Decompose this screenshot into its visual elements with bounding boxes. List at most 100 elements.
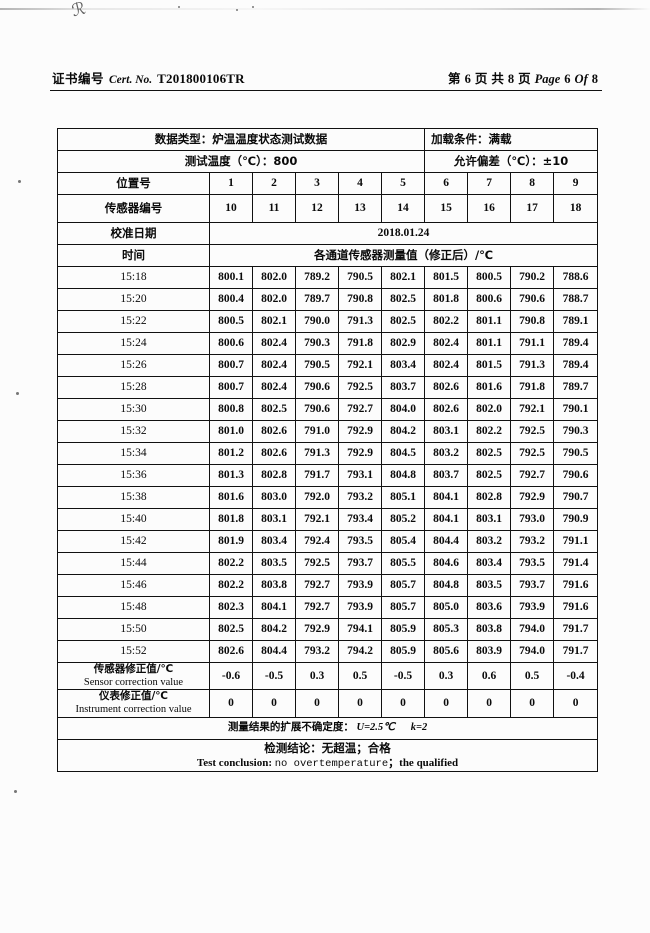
sensor-correction-label-en: Sensor correction value <box>83 677 184 689</box>
furnace-temperature-table: 数据类型：炉温温度状态测试数据 加载条件：满载 测试温度（℃）：800 允许偏差… <box>56 128 599 773</box>
measurement-value-cell: 803.1 <box>467 508 512 531</box>
table-row-data-type: 数据类型：炉温温度状态测试数据 加载条件：满载 <box>56 128 599 151</box>
measurement-value-cell: 802.5 <box>380 288 426 311</box>
sensor-label-cell: 传感器编号 <box>57 194 210 223</box>
scan-speck <box>252 6 254 8</box>
measurement-value-cell: 791.6 <box>553 574 599 597</box>
page-cn-page2: 页 <box>518 72 531 86</box>
measurement-value-cell: 792.7 <box>295 574 339 597</box>
instrument-correction-value-cell: 0 <box>424 689 469 718</box>
sensor-id-cell: 15 <box>424 194 469 223</box>
measurement-value-cell: 790.8 <box>510 310 555 333</box>
certificate-number-block: 证书编号 Cert. No. T201800106TR <box>52 68 245 87</box>
position-cell: 5 <box>380 172 426 195</box>
measurement-value-cell: 792.1 <box>295 508 339 531</box>
measurement-value-cell: 800.6 <box>209 332 253 355</box>
conclusion-text-en: Test conclusion: no overtemperature；the … <box>58 756 597 772</box>
instrument-correction-label-cn: 仪表修正值/℃ <box>98 690 169 703</box>
measurement-value-cell: 789.7 <box>553 376 599 399</box>
scan-speck <box>178 6 180 8</box>
measurement-value-cell: 805.7 <box>380 574 426 597</box>
measurement-value-cell: 790.5 <box>553 442 599 465</box>
measurement-time-cell: 15:24 <box>57 332 210 355</box>
conclusion-en-suffix: ；the qualified <box>388 756 459 769</box>
measurement-value-cell: 800.8 <box>209 398 253 421</box>
measurement-value-cell: 803.7 <box>380 376 426 399</box>
measurement-time-cell: 15:22 <box>57 310 210 333</box>
sensor-correction-label-cn: 传感器修正值/℃ <box>93 663 174 675</box>
data-type-cell: 数据类型：炉温温度状态测试数据 <box>56 128 426 151</box>
load-condition-cell: 加载条件：满载 <box>424 128 599 151</box>
allowed-deviation-cell: 允许偏差（℃）：±10 <box>424 150 599 173</box>
instrument-correction-label-en: Instrument correction value <box>75 704 192 716</box>
measurement-value-cell: 793.9 <box>338 596 382 619</box>
measurement-value-cell: 792.5 <box>510 442 555 465</box>
measurement-value-cell: 801.0 <box>209 420 253 443</box>
measurement-value-cell: 805.1 <box>380 486 426 509</box>
table-row-sensor-correction: 传感器修正值/℃ Sensor correction value -0.6 -0.5 0… <box>57 661 599 691</box>
channel-header-cell: 各通道传感器测量值（修正后）/℃ <box>208 244 599 267</box>
measurement-value-cell: 803.4 <box>467 552 512 575</box>
measurement-value-cell: 788.6 <box>553 266 599 289</box>
measurement-value-cell: 802.5 <box>380 310 426 333</box>
measurement-value-cell: 800.6 <box>467 288 512 311</box>
measurement-value-cell: 801.9 <box>209 530 253 553</box>
measurement-value-cell: 804.1 <box>424 486 469 509</box>
table-row-measurement: 15:20 800.4 802.0 789.7 790.8 802.5 801.8 800.6… <box>57 288 599 311</box>
measurement-value-cell: 802.5 <box>209 618 253 641</box>
scan-speck <box>236 9 238 11</box>
instrument-correction-value-cell: 0 <box>209 689 253 718</box>
measurement-value-cell: 790.6 <box>295 398 339 421</box>
measurement-value-cell: 788.7 <box>553 288 599 311</box>
page-total-en: 8 <box>591 72 598 86</box>
table-row-measurement: 15:38 801.6 803.0 792.0 793.2 805.1 804.1 802.8… <box>57 486 599 509</box>
measurement-value-cell: 804.2 <box>252 618 296 641</box>
sensor-correction-value-cell: 0.5 <box>338 661 382 691</box>
measurement-value-cell: 802.0 <box>467 398 512 421</box>
measurement-value-cell: 802.2 <box>209 552 253 575</box>
table-row-measurement: 15:48 802.3 804.1 792.7 793.9 805.7 805.0 803.6… <box>57 596 599 619</box>
cert-label-cn: 证书编号 <box>52 72 105 86</box>
measurement-time-cell: 15:48 <box>57 596 210 619</box>
conclusion-cell: 检测结论：无超温；合格 Test conclusion: no overtempe… <box>56 738 599 773</box>
instrument-correction-value-cell: 0 <box>553 689 599 718</box>
measurement-value-cell: 802.4 <box>424 354 469 377</box>
table-row-calibration-date: 校准日期 2018.01.24 <box>57 222 599 245</box>
measurement-time-cell: 15:32 <box>57 420 210 443</box>
measurement-value-cell: 791.7 <box>553 640 599 663</box>
table-row-measurement: 15:46 802.2 803.8 792.7 793.9 805.7 804.8 803.5… <box>57 574 599 597</box>
measurement-value-cell: 793.7 <box>338 552 382 575</box>
header-divider-rule <box>50 90 602 91</box>
sensor-id-cell: 12 <box>295 194 339 223</box>
measurement-time-cell: 15:36 <box>57 464 210 487</box>
uncertainty-label-cn: 测量结果的扩展不确定度： <box>227 721 354 734</box>
measurement-value-cell: 790.5 <box>338 266 382 289</box>
measurement-value-cell: 792.1 <box>338 354 382 377</box>
measurement-value-cell: 800.7 <box>209 376 253 399</box>
measurement-time-cell: 15:50 <box>57 618 210 641</box>
sensor-id-cell: 14 <box>380 194 426 223</box>
measurement-value-cell: 800.5 <box>209 310 253 333</box>
table-row-sensor-ids: 传感器编号 10 11 12 13 14 15 16 17 18 <box>57 194 599 223</box>
measurement-time-cell: 15:52 <box>57 640 210 663</box>
page-en-label: Page <box>534 72 561 86</box>
measurement-value-cell: 804.5 <box>380 442 426 465</box>
measurement-value-cell: 804.0 <box>380 398 426 421</box>
measurement-time-cell: 15:30 <box>57 398 210 421</box>
measurement-value-cell: 802.1 <box>380 266 426 289</box>
measurement-value-cell: 790.5 <box>295 354 339 377</box>
table-row-uncertainty: 测量结果的扩展不确定度： U=2.5℃ k=2 <box>56 716 599 740</box>
scan-edge-artifact <box>0 8 650 10</box>
measurement-value-cell: 792.7 <box>510 464 555 487</box>
scan-speck <box>14 790 17 793</box>
measurement-value-cell: 793.2 <box>295 640 339 663</box>
measurement-time-cell: 15:44 <box>57 552 210 575</box>
table-row-measurement: 15:40 801.8 803.1 792.1 793.4 805.2 804.1 803.1… <box>57 508 599 531</box>
measurement-time-cell: 15:26 <box>57 354 210 377</box>
measurement-value-cell: 802.9 <box>380 332 426 355</box>
uncertainty-k-value: k=2 <box>394 722 428 734</box>
measurement-value-cell: 790.6 <box>510 288 555 311</box>
position-cell: 1 <box>209 172 253 195</box>
sensor-correction-value-cell: -0.6 <box>209 661 253 691</box>
calibration-date-value-cell: 2018.01.24 <box>208 222 599 245</box>
